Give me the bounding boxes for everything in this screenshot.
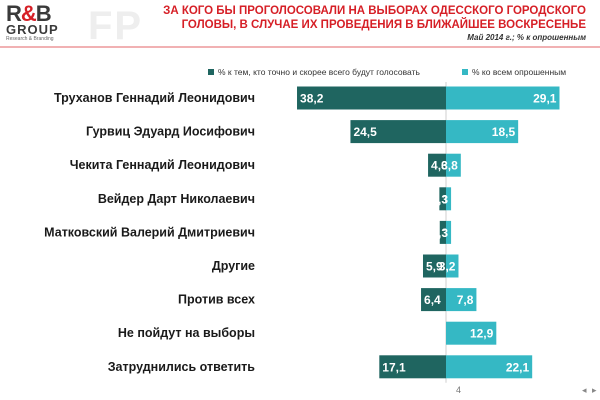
bar-series2-value-label: 3,2 — [439, 260, 456, 274]
bar-series1 — [439, 187, 446, 211]
page-number: 4 — [456, 385, 462, 395]
legend-swatch-series2 — [462, 69, 468, 75]
bar-series1 — [428, 153, 446, 177]
legend-item-series2: % ко всем опрошенным — [462, 67, 566, 77]
category-label: Вейдер Дарт Николаевич — [98, 192, 255, 206]
prev-arrow-icon[interactable]: ◂ — [582, 385, 587, 395]
bar-series1 — [297, 86, 446, 110]
bar-series1 — [421, 288, 446, 312]
bar-series1 — [350, 120, 446, 144]
category-label: Гурвиц Эдуард Иосифович — [86, 125, 255, 139]
legend-swatch-series1 — [208, 69, 214, 75]
next-arrow-icon[interactable]: ▸ — [592, 385, 597, 395]
bar-series2-value-label: 22,1 — [506, 360, 530, 374]
category-label: Затруднились ответить — [108, 360, 256, 374]
bar-series1-value-label: 4,6 — [431, 159, 448, 173]
bar-series2-value-label: 12,9 — [470, 327, 494, 341]
bar-series2 — [446, 187, 452, 211]
bar-series1-value-label: 38,2 — [300, 92, 324, 106]
logo-subtext: Research & Branding — [6, 36, 54, 42]
category-label: Другие — [212, 259, 255, 273]
bar-series2 — [446, 220, 452, 244]
chart-subtitle: Май 2014 г.; % к опрошенным — [467, 33, 586, 42]
bar-series1 — [422, 254, 446, 278]
category-label: Не пойдут на выборы — [118, 326, 255, 340]
bar-series2 — [446, 321, 497, 345]
bar-series2-value-label: 3,8 — [441, 159, 458, 173]
bar-series2 — [446, 153, 461, 177]
bar-series2-value-label: 1,3 — [431, 192, 448, 206]
bar-series2-value-label: 18,5 — [492, 125, 516, 139]
logo-mark: R&B — [6, 1, 52, 26]
chart-title: ЗА КОГО БЫ ПРОГОЛОСОВАЛИ НА ВЫБОРАХ ОДЕС… — [163, 5, 586, 31]
category-label: Чекита Геннадий Леонидович — [70, 158, 255, 172]
bar-series1-value-label: 17,1 — [382, 360, 406, 374]
bar-series2-value-label: 7,8 — [457, 293, 474, 307]
legend-label-series2: % ко всем опрошенным — [472, 67, 567, 77]
bar-series2 — [446, 254, 459, 278]
logo: R&B GROUP Research & Branding — [6, 1, 76, 46]
bar-series2 — [446, 288, 477, 312]
header-divider — [0, 46, 600, 48]
bar-series1-value-label: 6,4 — [424, 293, 441, 307]
logo-group-text: GROUP — [6, 22, 59, 37]
category-label: Против всех — [178, 293, 255, 307]
bar-series1 — [439, 220, 446, 244]
bar-series2-value-label: 29,1 — [533, 92, 557, 106]
bar-series2 — [446, 355, 533, 379]
bar-series1-value-label: 24,5 — [353, 125, 377, 139]
bar-series2-value-label: 1,3 — [431, 226, 448, 240]
legend-label-series1: % к тем, кто точно и скорее всего будут … — [218, 67, 420, 77]
category-label: Труханов Геннадий Леонидович — [54, 91, 255, 105]
category-label: Матковский Валерий Дмитриевич — [44, 225, 255, 239]
bar-series2 — [446, 120, 519, 144]
watermark: FP — [88, 4, 144, 48]
bar-series1 — [379, 355, 446, 379]
bar-series1-value-label: 5,9 — [426, 260, 443, 274]
bar-series2 — [446, 86, 560, 110]
legend-item-series1: % к тем, кто точно и скорее всего будут … — [208, 67, 420, 77]
